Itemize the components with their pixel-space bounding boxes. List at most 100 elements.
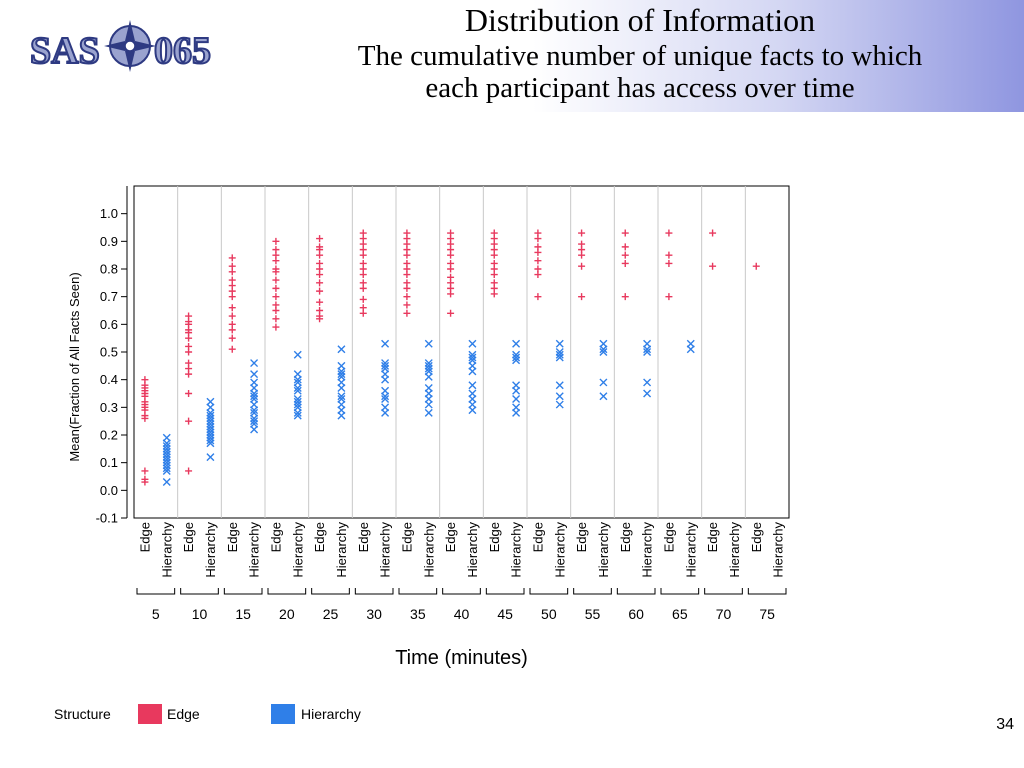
x-subgroup-label: Edge	[530, 522, 545, 552]
x-group-label: 35	[410, 606, 426, 622]
data-point-edge	[316, 251, 324, 259]
data-point-edge	[534, 257, 542, 265]
group-bracket	[267, 588, 307, 595]
data-point-hierarchy	[250, 425, 259, 434]
y-tick-label: 0.6	[100, 317, 118, 332]
y-tick-label: 0.4	[100, 372, 118, 387]
y-tick-label: 0.9	[100, 234, 118, 249]
x-subgroup-label: Edge	[356, 522, 371, 552]
data-point-edge	[447, 290, 455, 298]
data-point-hierarchy	[293, 400, 302, 409]
data-point-edge	[447, 265, 455, 273]
data-point-edge	[621, 259, 629, 267]
data-point-hierarchy	[381, 408, 390, 417]
x-group-label: 5	[152, 606, 160, 622]
x-subgroup-label: Hierarchy	[334, 522, 349, 578]
x-group-label: 20	[279, 606, 295, 622]
x-group-label: 25	[323, 606, 339, 622]
x-subgroup-label: Edge	[225, 522, 240, 552]
data-point-hierarchy	[599, 348, 608, 356]
data-point-edge	[665, 229, 673, 237]
data-point-hierarchy	[555, 392, 564, 401]
data-point-edge	[578, 251, 586, 259]
y-tick-label: 0.8	[100, 262, 118, 277]
x-subgroup-label: Hierarchy	[159, 522, 174, 578]
data-point-edge	[272, 276, 280, 284]
x-subgroup-label: Hierarchy	[509, 522, 524, 578]
group-bracket	[747, 588, 787, 595]
svg-text:065: 065	[154, 30, 211, 72]
data-point-edge	[185, 334, 193, 342]
data-point-edge	[228, 326, 236, 334]
data-point-hierarchy	[381, 361, 390, 370]
legend-label-hierarchy: Hierarchy	[301, 706, 361, 722]
y-tick-label: 0.5	[100, 345, 118, 360]
group-bracket	[354, 588, 394, 595]
y-tick-label: -0.1	[96, 511, 118, 526]
group-bracket	[398, 588, 438, 595]
x-group-label: 10	[192, 606, 208, 622]
x-group-label: 30	[366, 606, 382, 622]
x-subgroup-label: Edge	[661, 522, 676, 552]
data-point-edge	[359, 284, 367, 292]
data-point-hierarchy	[512, 386, 521, 395]
x-subgroup-label: Edge	[181, 522, 196, 552]
data-point-hierarchy	[512, 356, 521, 365]
data-point-edge	[403, 309, 411, 317]
y-tick-label: 0.3	[100, 400, 118, 415]
data-point-hierarchy	[162, 464, 171, 473]
x-group-label: 60	[628, 606, 644, 622]
group-bracket	[616, 588, 656, 595]
data-point-edge	[185, 417, 193, 425]
data-point-edge	[752, 262, 760, 270]
x-subgroup-label: Edge	[399, 522, 414, 552]
data-point-edge	[403, 271, 411, 279]
x-subgroup-label: Hierarchy	[596, 522, 611, 578]
data-point-edge	[578, 293, 586, 301]
data-point-edge	[316, 271, 324, 279]
data-point-edge	[316, 235, 324, 243]
group-bracket	[704, 588, 743, 595]
x-subgroup-label: Edge	[618, 522, 633, 552]
data-point-edge	[403, 301, 411, 309]
x-group-label: 45	[497, 606, 513, 622]
x-subgroup-label: Hierarchy	[552, 522, 567, 578]
data-point-edge	[228, 293, 236, 301]
data-point-hierarchy	[555, 400, 564, 409]
data-point-hierarchy	[162, 478, 171, 487]
data-point-edge	[534, 235, 542, 243]
data-point-edge	[316, 315, 324, 323]
data-point-edge	[578, 262, 586, 270]
x-subgroup-label: Edge	[705, 522, 720, 552]
data-point-hierarchy	[468, 406, 477, 415]
data-point-edge	[272, 293, 280, 301]
group-bracket	[529, 588, 569, 595]
data-point-hierarchy	[250, 392, 259, 401]
data-point-edge	[228, 345, 236, 353]
x-axis-title: Time (minutes)	[395, 647, 528, 669]
x-subgroup-label: Hierarchy	[727, 522, 742, 578]
data-point-edge	[359, 295, 367, 303]
data-point-hierarchy	[337, 411, 346, 420]
data-point-hierarchy	[250, 370, 259, 379]
subtitle-line-1: The cumulative number of unique facts to…	[357, 40, 923, 72]
x-subgroup-label: Hierarchy	[771, 522, 786, 578]
x-group-label: 40	[454, 606, 470, 622]
data-point-edge	[490, 271, 498, 279]
legend-title: Structure	[54, 706, 111, 722]
y-tick-label: 0.1	[100, 455, 118, 470]
x-subgroup-label: Hierarchy	[290, 522, 305, 578]
data-point-edge	[141, 467, 149, 475]
data-point-edge	[272, 307, 280, 314]
data-point-hierarchy	[250, 406, 259, 415]
data-point-hierarchy	[337, 392, 346, 401]
data-point-hierarchy	[512, 408, 521, 417]
data-point-edge	[185, 390, 193, 397]
data-point-edge	[316, 287, 324, 295]
sas-065-logo: SAS 065	[24, 14, 234, 84]
data-point-hierarchy	[643, 389, 652, 398]
x-group-label: 15	[235, 606, 251, 622]
data-point-edge	[534, 248, 542, 256]
data-point-edge	[709, 262, 717, 270]
data-point-edge	[359, 251, 367, 259]
